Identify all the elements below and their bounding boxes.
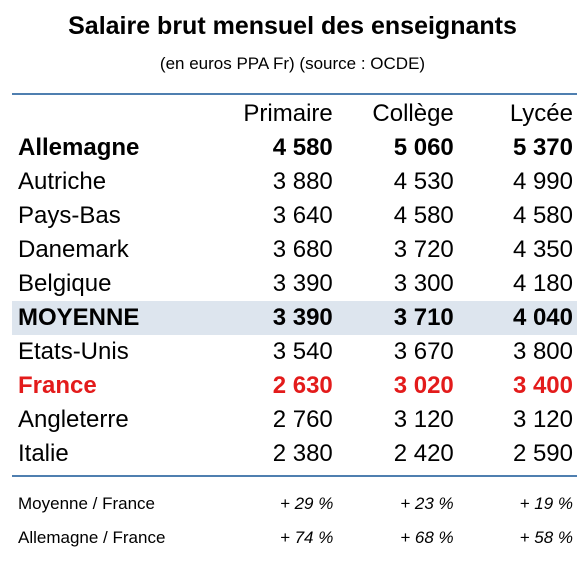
ratio-value: + 23 % <box>400 494 454 513</box>
table-row: Pays-Bas 3 640 4 580 4 580 <box>12 199 577 233</box>
ratio-separator-rule <box>12 475 577 477</box>
salary-table-body: Allemagne 4 580 5 060 5 370 Autriche 3 880 4 5… <box>12 131 577 471</box>
salary-value: 3 390 <box>272 270 333 297</box>
ratio-value: + 74 % <box>279 528 334 547</box>
table-row: MOYENNE 3 390 3 710 4 040 <box>12 301 577 335</box>
salary-value: 4 040 <box>453 301 577 335</box>
salary-value: 5 370 <box>512 134 573 161</box>
column-header-primaire: Primaire <box>243 100 333 127</box>
ratio-label: Allemagne / France <box>18 528 166 547</box>
salary-value: 3 680 <box>272 236 333 263</box>
country-name: Belgique <box>18 270 112 297</box>
ratio-table: Moyenne / France + 29 % + 23 % + 19 % Allema… <box>12 487 577 555</box>
country-name: Danemark <box>18 236 129 263</box>
salary-value: 2 630 <box>272 372 333 399</box>
salary-table: Primaire Collège Lycée Allemagne 4 580 5 0… <box>12 97 577 471</box>
table-row: Autriche 3 880 4 530 4 990 <box>12 165 577 199</box>
ratio-table-body: Moyenne / France + 29 % + 23 % + 19 % Allema… <box>12 487 577 555</box>
ratio-value: + 68 % <box>400 528 454 547</box>
header-rule <box>12 93 577 95</box>
salary-value: 4 580 <box>393 202 454 229</box>
salary-value: 5 060 <box>393 134 454 161</box>
country-name: Angleterre <box>18 406 129 433</box>
salary-value: 4 530 <box>393 168 454 195</box>
table-row: Belgique 3 390 3 300 4 180 <box>12 267 577 301</box>
salary-value: 3 390 <box>204 301 333 335</box>
ratio-row: Moyenne / France + 29 % + 23 % + 19 % <box>12 487 577 521</box>
country-name: Etats-Unis <box>18 338 129 365</box>
country-column-header <box>12 97 205 131</box>
salary-value: 2 420 <box>393 440 454 467</box>
ratio-value: + 58 % <box>519 528 573 547</box>
salary-value: 2 760 <box>272 406 333 433</box>
chart-title: Salaire brut mensuel des enseignants <box>68 12 517 40</box>
header-row: Primaire Collège Lycée <box>12 97 577 131</box>
table-row: Etats-Unis 3 540 3 670 3 800 <box>12 335 577 369</box>
table-row: Danemark 3 680 3 720 4 350 <box>12 233 577 267</box>
salary-value: 3 120 <box>512 406 573 433</box>
salary-value: 2 590 <box>512 440 573 467</box>
salary-value: 3 020 <box>393 372 454 399</box>
ratio-value: + 29 % <box>279 494 334 513</box>
column-header-lycee: Lycée <box>509 100 573 127</box>
table-row: Italie 2 380 2 420 2 590 <box>12 437 577 471</box>
salary-value: 3 880 <box>272 168 333 195</box>
table-row: Allemagne 4 580 5 060 5 370 <box>12 131 577 165</box>
salary-value: 3 720 <box>393 236 454 263</box>
country-name: MOYENNE <box>12 301 205 335</box>
salary-value: 3 400 <box>512 372 573 399</box>
table-row: France 2 630 3 020 3 400 <box>12 369 577 403</box>
salary-value: 3 800 <box>512 338 573 365</box>
ratio-value: + 19 % <box>519 494 573 513</box>
country-name: France <box>18 372 97 399</box>
salary-value: 3 710 <box>332 301 454 335</box>
salary-value: 3 120 <box>393 406 454 433</box>
salary-value: 3 300 <box>393 270 454 297</box>
country-name: Autriche <box>18 168 107 195</box>
salary-value: 3 670 <box>393 338 454 365</box>
salary-value: 4 580 <box>512 202 573 229</box>
column-header-college: Collège <box>372 100 454 127</box>
salary-value: 2 380 <box>272 440 333 467</box>
country-name: Allemagne <box>18 134 140 161</box>
salary-value: 4 180 <box>512 270 573 297</box>
salary-value: 3 640 <box>272 202 333 229</box>
salary-value: 4 350 <box>512 236 573 263</box>
country-name: Italie <box>18 440 69 467</box>
salary-value: 3 540 <box>272 338 333 365</box>
chart-subtitle: (en euros PPA Fr) (source : OCDE) <box>159 54 426 73</box>
country-name: Pays-Bas <box>18 202 121 229</box>
table-row: Angleterre 2 760 3 120 3 120 <box>12 403 577 437</box>
ratio-row: Allemagne / France + 74 % + 68 % + 58 % <box>12 521 577 555</box>
salary-value: 4 580 <box>272 134 333 161</box>
salary-value: 4 990 <box>512 168 573 195</box>
ratio-label: Moyenne / France <box>18 494 156 513</box>
